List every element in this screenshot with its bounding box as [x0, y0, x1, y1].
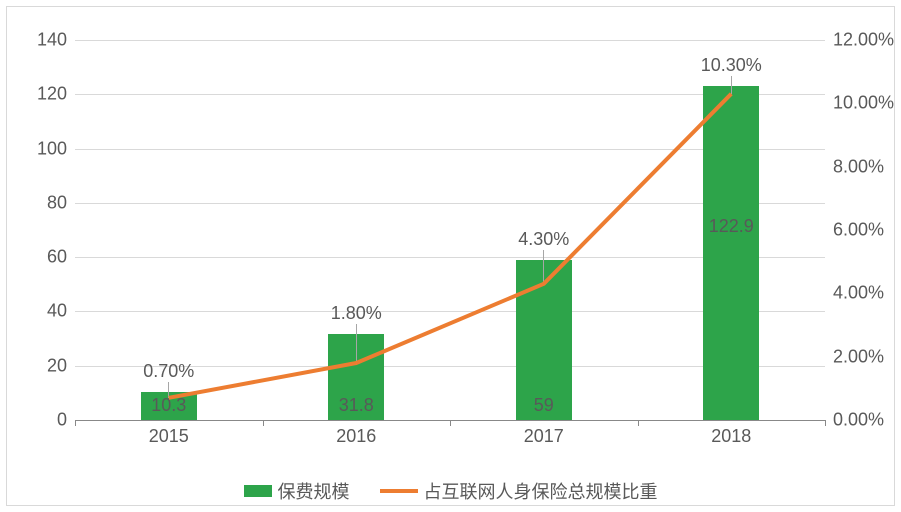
legend-label-bars: 保费规模 [278, 478, 350, 504]
y-axis-left-tick: 40 [47, 301, 67, 322]
y-axis-left-tick: 20 [47, 355, 67, 376]
legend: 保费规模 占互联网人身保险总规模比重 [0, 478, 901, 504]
legend-swatch-line [380, 489, 418, 493]
y-axis-left-tick: 140 [37, 30, 67, 51]
x-axis-tick: 2016 [336, 426, 376, 447]
y-axis-right-tick: 10.00% [833, 93, 894, 114]
y-axis-right-tick: 12.00% [833, 30, 894, 51]
line-series [75, 40, 825, 420]
y-axis-right-tick: 2.00% [833, 346, 884, 367]
x-axis-tick: 2018 [711, 426, 751, 447]
y-axis-right-tick: 6.00% [833, 220, 884, 241]
x-axis-tick: 2017 [524, 426, 564, 447]
y-axis-left-tick: 100 [37, 138, 67, 159]
y-axis-right-tick: 0.00% [833, 410, 884, 431]
y-axis-left-tick: 60 [47, 247, 67, 268]
legend-item-line: 占互联网人身保险总规模比重 [380, 478, 658, 504]
x-tick-mark [638, 420, 639, 426]
x-tick-mark [450, 420, 451, 426]
x-axis-tick: 2015 [149, 426, 189, 447]
legend-label-line: 占互联网人身保险总规模比重 [424, 478, 658, 504]
x-tick-mark [75, 420, 76, 426]
legend-item-bars: 保费规模 [244, 478, 350, 504]
y-axis-left-tick: 80 [47, 192, 67, 213]
y-axis-right-tick: 8.00% [833, 156, 884, 177]
y-axis-right-tick: 4.00% [833, 283, 884, 304]
y-axis-left-tick: 0 [57, 410, 67, 431]
x-tick-mark [825, 420, 826, 426]
legend-swatch-bar [244, 485, 272, 497]
plot-area: 0204060801001201400.00%2.00%4.00%6.00%8.… [75, 40, 825, 420]
x-tick-mark [263, 420, 264, 426]
chart-container: 0 20 40 60 80 100 120 140 0.00% 2.00% 4.00% 6.00% 8.… [0, 0, 901, 512]
y-axis-left-tick: 120 [37, 84, 67, 105]
